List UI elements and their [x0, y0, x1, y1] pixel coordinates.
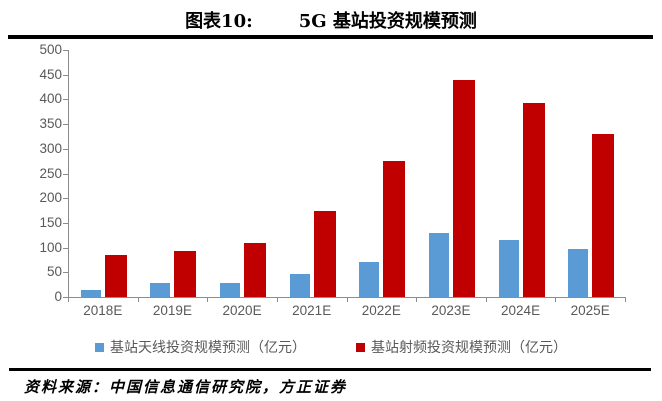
bar-antenna [289, 274, 310, 297]
bar-antenna [498, 239, 519, 297]
y-tick-label: 350 [39, 116, 62, 132]
bar-group [487, 50, 557, 297]
y-tick-mark [63, 99, 68, 101]
bar-rf [592, 134, 615, 297]
y-tick-mark [63, 198, 68, 200]
y-tick-mark [63, 124, 68, 126]
x-axis-label: 2022E [361, 303, 401, 318]
x-axis-label: 2024E [501, 303, 541, 318]
y-tick-mark [63, 297, 68, 298]
y-tick-mark [63, 247, 68, 249]
bar-rf [522, 102, 545, 297]
bar-antenna [568, 249, 589, 297]
y-tick-label: 500 [39, 42, 62, 57]
bar-rf [383, 161, 406, 297]
bar-rf [104, 255, 127, 297]
legend: 基站天线投资规模预测（亿元） 基站射频投资规模预测（亿元） [0, 337, 662, 357]
bar-antenna [220, 282, 241, 297]
bar-antenna [150, 282, 171, 297]
x-tick-mark [138, 298, 139, 302]
x-axis-label: 2018E [83, 303, 123, 318]
bar-rf [452, 79, 475, 297]
y-tick-mark [63, 74, 68, 76]
x-tick-mark [207, 298, 208, 302]
x-axis-label: 2020E [222, 303, 262, 318]
y-tick-mark [63, 222, 68, 224]
x-axis-label: 2021E [292, 303, 332, 318]
y-tick-label: 450 [39, 66, 62, 82]
footer-rule [9, 368, 651, 371]
x-axis-label: 2025E [570, 303, 610, 318]
chart-title-text: 5G 基站投资规模预测 [298, 11, 477, 32]
y-tick-label: 200 [39, 190, 62, 206]
y-tick-label: 400 [39, 91, 62, 107]
y-tick-label: 250 [39, 165, 62, 181]
y-tick-label: 150 [39, 214, 62, 230]
plot-area [68, 50, 626, 298]
x-axis-label: 2019E [152, 303, 192, 318]
x-tick-mark [416, 298, 417, 302]
y-tick-mark [63, 272, 68, 274]
legend-swatch-rf-icon [356, 342, 365, 352]
legend-item-antenna: 基站天线投资规模预测（亿元） [95, 337, 306, 357]
y-tick-label: 100 [39, 239, 62, 255]
bar-rf [313, 211, 336, 297]
chart-header: 图表10: 5G 基站投资规模预测 [0, 7, 662, 33]
x-tick-mark [277, 298, 278, 302]
bar-group [417, 50, 487, 297]
legend-label-antenna: 基站天线投资规模预测（亿元） [110, 339, 306, 355]
x-tick-mark [68, 298, 69, 302]
x-tick-mark [625, 298, 626, 302]
bar-group [556, 50, 626, 297]
legend-swatch-antenna-icon [95, 342, 104, 352]
y-tick-mark [63, 50, 68, 51]
chart-title-label: 图表10: [185, 11, 253, 32]
x-tick-mark [555, 298, 556, 302]
y-tick-label: 300 [39, 140, 62, 156]
bar-antenna [359, 262, 380, 297]
source-text: 资料来源：中国信息通信研究院，方正证券 [24, 378, 348, 396]
y-tick-label: 50 [46, 264, 62, 280]
y-tick-mark [63, 173, 68, 175]
bar-group [139, 50, 209, 297]
bar-group [348, 50, 418, 297]
title-rule [8, 35, 653, 39]
y-tick-label: 0 [54, 289, 62, 304]
bar-antenna [80, 289, 101, 297]
legend-item-rf: 基站射频投资规模预测（亿元） [356, 337, 567, 357]
bar-rf [174, 251, 197, 297]
x-tick-mark [486, 298, 487, 302]
bar-group [69, 50, 139, 297]
bars-container [69, 50, 626, 297]
bar-group [208, 50, 278, 297]
legend-label-rf: 基站射频投资规模预测（亿元） [371, 339, 567, 355]
x-axis-labels: 2018E 2019E 2020E 2021E 2022E 2023E 2024E 2025E [68, 303, 625, 318]
x-axis-label: 2023E [431, 303, 471, 318]
bar-rf [244, 242, 267, 297]
bar-group [278, 50, 348, 297]
bar-antenna [428, 232, 449, 297]
y-tick-mark [63, 148, 68, 150]
x-tick-mark [347, 298, 348, 302]
